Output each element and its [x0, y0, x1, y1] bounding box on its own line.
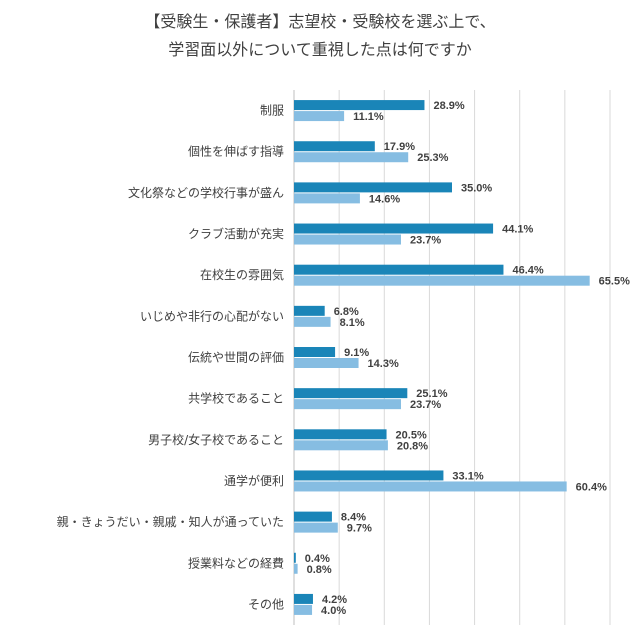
category-label: いじめや非行の心配がない [140, 308, 284, 323]
data-label-series-2: 20.8% [397, 440, 428, 452]
category-label: クラブ活動が充実 [188, 226, 284, 241]
category-label: 制服 [260, 104, 284, 118]
bar-series-1 [294, 388, 408, 399]
bar-series-1 [294, 347, 336, 357]
category-label: 在校生の雰囲気 [200, 267, 284, 282]
data-label-series-1: 33.1% [452, 470, 483, 482]
bar-series-1 [294, 182, 452, 193]
bar-series-1 [294, 552, 296, 563]
chart-title-line-2: 学習面以外について重視した点は何ですか [168, 40, 472, 59]
bar-series-2 [294, 111, 345, 122]
category-label: 男子校/女子校であること [148, 432, 284, 447]
bar-series-1 [294, 141, 375, 152]
data-label-series-1: 25.1% [416, 388, 447, 400]
bar-series-2 [294, 316, 331, 327]
data-label-series-1: 8.4% [341, 512, 366, 524]
data-label-series-1: 44.1% [502, 224, 533, 236]
chart-title: 【受験生・保護者】志望校・受験校を選ぶ上で、 学習面以外について重視した点は何で… [0, 8, 640, 64]
data-label-series-2: 9.7% [347, 523, 372, 535]
data-label-series-1: 28.9% [433, 100, 464, 112]
data-label-series-1: 9.1% [344, 347, 369, 359]
category-label: 個性を伸ばす指導 [188, 144, 284, 159]
data-label-series-2: 23.7% [410, 235, 441, 247]
bar-series-2 [294, 604, 313, 615]
data-label-series-2: 60.4% [576, 481, 607, 493]
bar-series-1 [294, 511, 332, 522]
bar-series-1 [294, 100, 425, 111]
category-label: 伝統や世間の評価 [188, 350, 284, 365]
bar-series-2 [294, 563, 298, 574]
category-label: 共学校であること [188, 391, 284, 406]
data-label-series-2: 11.1% [353, 111, 384, 123]
chart-title-line-1: 【受験生・保護者】志望校・受験校を選ぶ上で、 [144, 12, 496, 31]
data-label-series-1: 17.9% [384, 141, 415, 153]
data-label-series-2: 23.7% [410, 399, 441, 411]
data-label-series-2: 8.1% [340, 317, 365, 329]
data-label-series-1: 35.0% [461, 182, 492, 194]
category-label: 授業料などの経費 [188, 555, 284, 570]
category-label: その他 [248, 597, 284, 611]
bar-series-1 [294, 470, 444, 481]
data-label-series-2: 14.3% [368, 358, 399, 370]
data-label-series-1: 46.4% [512, 265, 543, 277]
data-label-series-2: 0.8% [307, 564, 332, 576]
bar-series-1 [294, 305, 325, 316]
category-label: 文化祭などの学校行事が盛ん [128, 185, 284, 200]
bar-series-1 [294, 593, 313, 604]
data-label-series-2: 4.0% [321, 605, 346, 617]
bar-series-2 [294, 440, 388, 451]
data-label-series-2: 14.6% [369, 193, 400, 205]
data-label-series-1: 0.4% [305, 553, 330, 565]
bar-series-1 [294, 223, 494, 234]
bar-series-2 [294, 399, 401, 410]
bar-series-1 [294, 429, 387, 440]
category-label: 親・きょうだい・親戚・知人が通っていた [57, 514, 284, 529]
data-label-series-2: 65.5% [599, 276, 630, 288]
bar-series-2 [294, 481, 567, 492]
bar-series-2 [294, 193, 360, 204]
bar-series-1 [294, 264, 504, 275]
category-label: 通学が便利 [224, 473, 284, 488]
bar-series-2 [294, 152, 409, 163]
data-label-series-2: 25.3% [417, 152, 448, 164]
data-label-series-1: 20.5% [396, 429, 427, 441]
bar-series-2 [294, 234, 401, 245]
data-label-series-1: 6.8% [334, 306, 359, 318]
bar-series-2 [294, 358, 359, 368]
bar-series-2 [294, 522, 338, 533]
data-label-series-1: 4.2% [322, 594, 347, 606]
bar-series-2 [294, 275, 590, 286]
